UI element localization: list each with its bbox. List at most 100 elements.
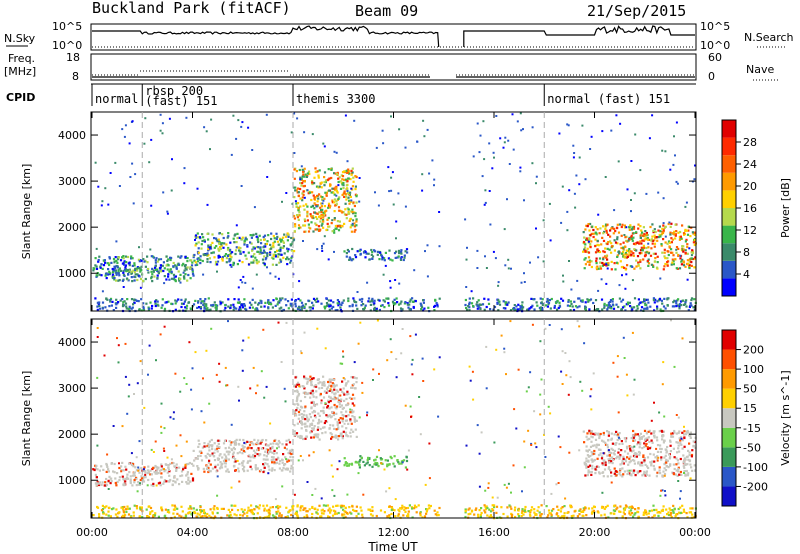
data-cell <box>184 298 187 301</box>
data-cell <box>670 512 673 515</box>
data-cell <box>142 477 145 480</box>
data-cell <box>652 464 655 468</box>
data-cell <box>590 473 593 476</box>
data-cell <box>369 303 372 306</box>
data-cell <box>622 254 625 257</box>
data-cell <box>108 475 111 478</box>
data-cell <box>651 441 654 444</box>
data-cell <box>496 302 499 305</box>
data-cell <box>632 227 636 230</box>
data-cell <box>661 302 664 305</box>
data-cell <box>297 207 300 210</box>
data-cell <box>223 242 226 245</box>
data-cell <box>208 257 211 260</box>
data-cell <box>149 248 152 251</box>
data-cell <box>173 476 176 479</box>
data-cell <box>114 161 117 164</box>
data-cell <box>294 390 297 393</box>
data-cell <box>611 462 614 465</box>
data-cell <box>312 377 315 380</box>
data-cell <box>624 287 627 290</box>
data-cell <box>690 297 694 300</box>
data-cell <box>305 203 308 206</box>
data-cell <box>350 397 353 400</box>
data-cell <box>106 273 109 276</box>
data-cell <box>618 297 621 300</box>
data-cell <box>199 262 202 265</box>
data-cell <box>240 125 243 128</box>
data-cell <box>306 380 309 383</box>
data-cell <box>656 471 659 474</box>
data-cell <box>581 300 584 303</box>
data-cell <box>258 507 261 510</box>
data-cell <box>118 476 121 479</box>
data-cell <box>286 247 289 250</box>
data-cell <box>138 266 141 269</box>
data-cell <box>145 508 148 511</box>
data-cell <box>426 128 429 131</box>
data-cell <box>597 432 600 435</box>
data-cell <box>641 249 644 252</box>
data-cell <box>485 267 488 269</box>
data-cell <box>586 438 589 441</box>
data-cell <box>426 244 429 247</box>
data-cell <box>222 246 225 249</box>
data-cell <box>522 513 525 516</box>
data-cell <box>643 457 646 460</box>
data-cell <box>280 238 283 241</box>
data-cell <box>340 434 343 437</box>
data-cell <box>177 270 180 273</box>
data-cell <box>556 299 559 303</box>
data-cell <box>110 261 113 264</box>
data-cell <box>654 257 657 260</box>
data-cell <box>562 274 564 277</box>
data-cell <box>633 469 636 472</box>
data-cell <box>330 307 333 310</box>
data-cell <box>523 508 527 511</box>
data-cell <box>604 176 607 178</box>
data-cell <box>618 432 621 435</box>
data-cell <box>335 384 338 387</box>
data-cell <box>590 440 593 443</box>
data-cell <box>652 453 655 456</box>
data-cell <box>242 449 245 453</box>
data-cell <box>368 464 371 467</box>
data-cell <box>289 450 292 453</box>
data-cell <box>183 182 186 185</box>
data-cell <box>606 430 609 433</box>
data-cell <box>614 241 618 244</box>
data-cell <box>195 242 198 245</box>
data-cell <box>356 291 359 293</box>
data-cell <box>685 238 688 241</box>
data-cell <box>294 300 297 303</box>
data-cell <box>347 392 350 396</box>
data-cell <box>294 385 298 388</box>
data-cell <box>257 240 260 244</box>
data-cell <box>179 277 182 280</box>
data-cell <box>299 405 303 408</box>
data-cell <box>362 460 365 463</box>
data-cell <box>683 436 686 440</box>
data-cell <box>298 413 301 416</box>
data-cell <box>175 468 178 471</box>
data-cell <box>607 431 610 434</box>
data-cell <box>303 218 306 221</box>
data-cell <box>480 431 483 434</box>
data-cell <box>156 260 159 263</box>
data-cell <box>690 298 693 302</box>
data-cell <box>94 161 97 164</box>
data-cell <box>259 249 262 252</box>
data-cell <box>662 268 665 271</box>
data-cell <box>167 468 170 471</box>
data-cell <box>238 308 241 311</box>
data-cell <box>540 301 543 304</box>
data-cell <box>593 505 596 509</box>
data-cell <box>208 514 211 517</box>
data-cell <box>312 419 315 422</box>
data-cell <box>106 298 109 301</box>
data-cell <box>131 120 134 123</box>
data-cell <box>356 250 359 253</box>
data-cell <box>656 307 659 310</box>
data-cell <box>613 467 616 470</box>
data-cell <box>479 514 482 517</box>
